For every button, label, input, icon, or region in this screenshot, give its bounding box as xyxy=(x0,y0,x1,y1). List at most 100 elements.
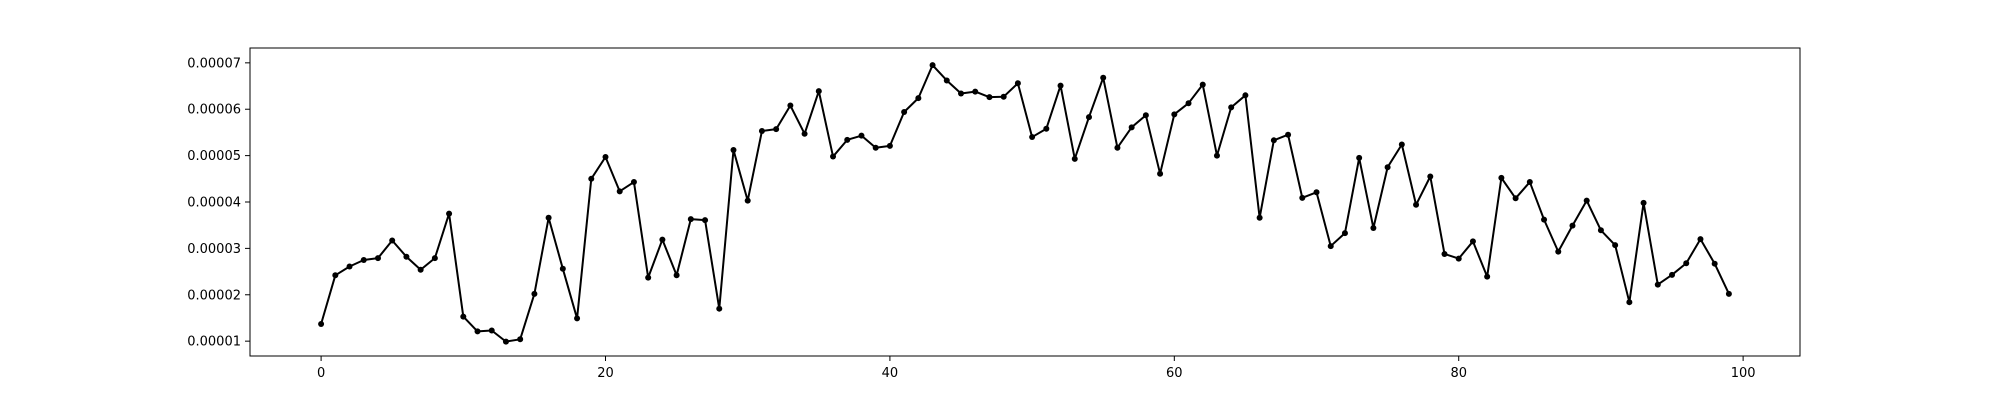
data-point xyxy=(602,154,609,161)
data-point xyxy=(801,130,808,137)
data-point xyxy=(1100,74,1107,81)
data-point xyxy=(702,217,709,224)
data-point xyxy=(1114,144,1121,151)
x-tick-label: 80 xyxy=(1450,366,1467,381)
data-point xyxy=(958,90,965,97)
data-point xyxy=(1085,114,1092,121)
data-point xyxy=(1526,179,1533,186)
data-point xyxy=(1569,222,1576,229)
data-point xyxy=(673,272,680,279)
data-point xyxy=(1014,80,1021,87)
data-point xyxy=(630,179,637,186)
data-point xyxy=(1541,216,1548,223)
data-point xyxy=(901,109,908,116)
data-point xyxy=(517,336,524,343)
data-point xyxy=(431,255,438,262)
data-point xyxy=(559,265,566,272)
data-point xyxy=(346,263,353,270)
data-point xyxy=(972,88,979,95)
data-point xyxy=(616,188,623,195)
data-point xyxy=(943,77,950,84)
data-point xyxy=(1484,273,1491,280)
data-point xyxy=(574,315,581,322)
data-point xyxy=(872,144,879,151)
data-point xyxy=(1285,131,1292,138)
data-point xyxy=(1612,242,1619,249)
data-point xyxy=(1683,260,1690,267)
y-tick-label: 0.00001 xyxy=(187,335,241,350)
data-point xyxy=(1640,199,1647,206)
data-point xyxy=(1213,152,1220,159)
data-point xyxy=(830,153,837,160)
data-point xyxy=(858,132,865,139)
data-point xyxy=(687,216,694,223)
data-point xyxy=(1341,230,1348,237)
y-tick-label: 0.00003 xyxy=(187,242,241,257)
data-point xyxy=(1327,243,1334,250)
data-point xyxy=(545,214,552,221)
data-point xyxy=(1029,134,1036,141)
y-tick-label: 0.00004 xyxy=(187,196,241,211)
x-tick-label: 0 xyxy=(317,366,325,381)
data-point xyxy=(1313,189,1320,196)
x-tick-label: 40 xyxy=(882,366,899,381)
data-point xyxy=(1242,92,1249,99)
data-point xyxy=(1626,299,1633,306)
data-point xyxy=(716,305,723,312)
data-point xyxy=(1128,124,1135,131)
data-point xyxy=(446,210,453,217)
data-point xyxy=(1512,195,1519,202)
data-point xyxy=(929,62,936,69)
data-point xyxy=(531,290,538,297)
data-point xyxy=(1455,255,1462,262)
data-point xyxy=(403,253,410,260)
data-point xyxy=(389,237,396,244)
data-point xyxy=(1469,238,1476,245)
data-point xyxy=(502,338,509,345)
data-point xyxy=(1356,154,1363,161)
data-point xyxy=(1654,281,1661,288)
data-point xyxy=(1142,112,1149,119)
data-point xyxy=(758,128,765,135)
data-point xyxy=(1384,164,1391,171)
data-point xyxy=(1171,111,1178,118)
plot-frame xyxy=(249,47,1801,357)
data-point xyxy=(744,197,751,204)
data-point xyxy=(360,256,367,263)
data-point xyxy=(1299,194,1306,201)
data-point xyxy=(1270,137,1277,144)
data-point xyxy=(1413,201,1420,208)
series-layer xyxy=(318,62,1732,345)
data-point xyxy=(1157,170,1164,177)
data-point xyxy=(1199,81,1206,88)
data-point xyxy=(1228,104,1235,111)
data-point xyxy=(488,327,495,334)
data-point xyxy=(659,236,666,243)
data-point xyxy=(1427,173,1434,180)
x-tick-label: 20 xyxy=(597,366,614,381)
y-tick-label: 0.00007 xyxy=(187,56,241,71)
y-tick-label: 0.00006 xyxy=(187,103,241,118)
data-point xyxy=(1583,197,1590,204)
data-point xyxy=(986,94,993,101)
data-point xyxy=(915,95,922,102)
y-tick-label: 0.00002 xyxy=(187,288,241,303)
data-point xyxy=(1441,250,1448,257)
data-point xyxy=(645,274,652,281)
data-point xyxy=(773,126,780,133)
data-point xyxy=(1370,224,1377,231)
y-tick-label: 0.00005 xyxy=(187,149,241,164)
data-point xyxy=(460,313,467,320)
data-point xyxy=(374,255,381,262)
series-line xyxy=(320,64,1730,343)
data-point xyxy=(474,328,481,335)
data-point xyxy=(886,142,893,149)
data-point xyxy=(417,266,424,273)
data-point xyxy=(1711,260,1718,267)
data-point xyxy=(1185,100,1192,107)
x-tick-label: 100 xyxy=(1731,366,1756,381)
data-point xyxy=(318,320,325,327)
data-point xyxy=(1498,174,1505,181)
